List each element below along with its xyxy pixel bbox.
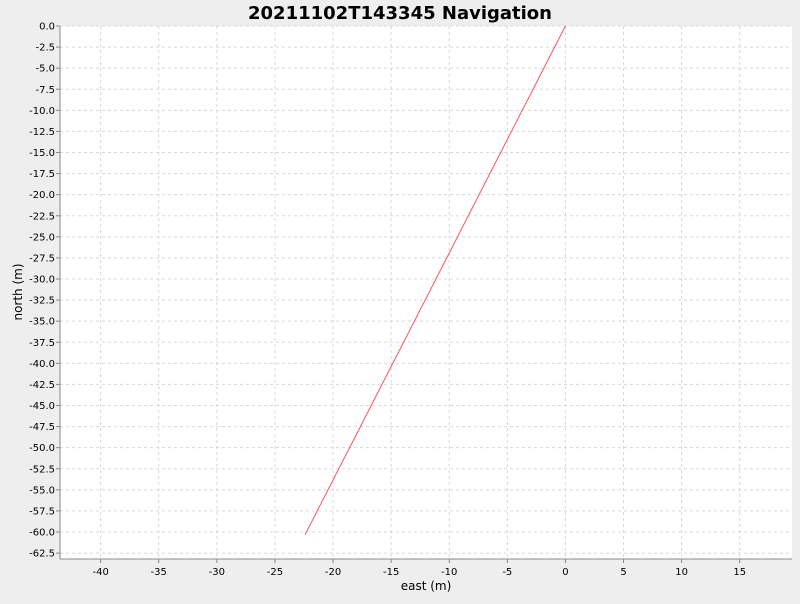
y-tick-label: 0.0 [39,22,55,33]
y-tick-label: -10.0 [29,106,55,117]
x-tick-label: -40 [92,567,108,578]
y-tick-label: -52.5 [29,464,55,475]
y-tick-label: -25.0 [29,232,55,243]
y-tick-label: -7.5 [35,85,55,96]
chart-title: 20211102T143345 Navigation [248,3,552,24]
y-tick-label: -30.0 [29,275,55,286]
y-tick-label: -20.0 [29,190,55,201]
y-tick-label: -17.5 [29,169,55,180]
y-tick-label: -47.5 [29,422,55,433]
y-tick-label: -15.0 [29,148,55,159]
y-tick-label: -37.5 [29,338,55,349]
x-tick-label: -35 [151,567,167,578]
x-tick-label: 10 [675,567,688,578]
axis-layer [59,26,792,560]
y-tick-label: -35.0 [29,317,55,328]
series-layer [304,25,566,535]
x-axis-label: east (m) [401,579,452,593]
y-tick-label: -22.5 [29,211,55,222]
y-tick-label: -12.5 [29,127,55,138]
x-tick-label: -30 [209,567,225,578]
y-tick-label: -32.5 [29,296,55,307]
series-line [304,25,566,535]
y-tick-label: -5.0 [35,64,55,75]
y-tick-label: -42.5 [29,380,55,391]
y-axis-label: north (m) [11,263,25,320]
y-tick-label: -40.0 [29,359,55,370]
y-tick-label: -62.5 [29,549,55,560]
x-tick-label: 0 [562,567,568,578]
x-tick-label: -5 [502,567,512,578]
x-tick-label: -10 [441,567,457,578]
y-tick-label: -27.5 [29,253,55,264]
x-tick-label: -25 [267,567,283,578]
x-tick-layer: -40 -35 -30 -25 -20 -15 -10 -5 0 5 10 15 [92,559,746,578]
x-tick-label: -15 [383,567,399,578]
y-tick-layer: 0.0 -2.5 -5.0 -7.5 -10.0 -12.5 -15.0 -17.5 -20.0… [29,22,60,560]
y-tick-label: -45.0 [29,401,55,412]
x-tick-label: 5 [620,567,626,578]
y-tick-label: -50.0 [29,443,55,454]
x-tick-label: -20 [325,567,341,578]
plot-area [60,26,792,559]
grid-layer [60,25,792,559]
y-tick-label: -2.5 [35,43,55,54]
y-tick-label: -55.0 [29,485,55,496]
y-tick-label: -60.0 [29,528,55,539]
x-tick-label: 15 [733,567,746,578]
y-tick-label: -57.5 [29,506,55,517]
